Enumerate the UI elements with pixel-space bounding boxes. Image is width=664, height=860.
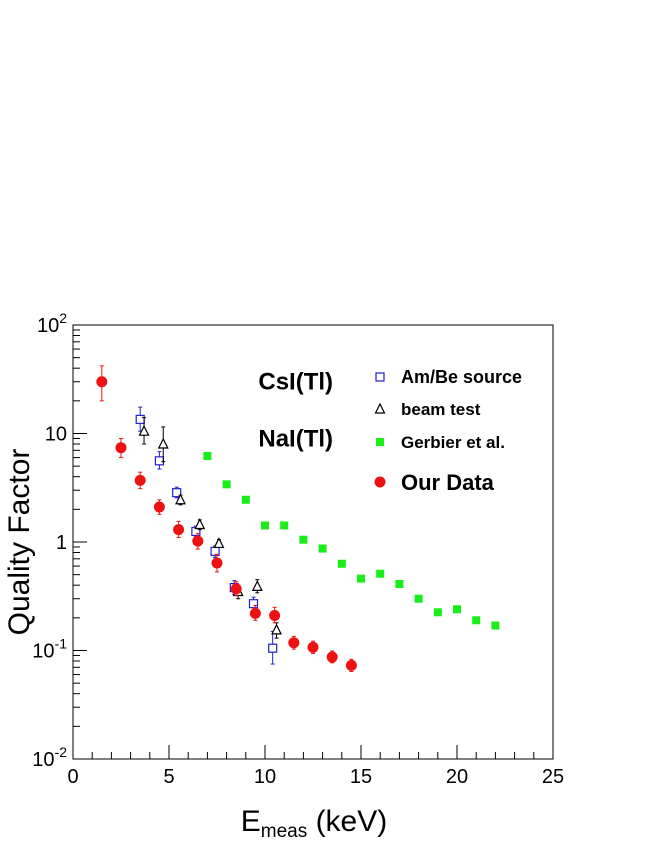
data-markers xyxy=(96,365,500,673)
y-tick-label: 1 xyxy=(56,532,67,554)
our-data-point xyxy=(173,524,185,536)
gerbier-et-al-point xyxy=(414,594,423,603)
am-be-source-point xyxy=(268,643,278,653)
material-annotation: CsI(Tl) xyxy=(258,369,333,396)
our-data-point xyxy=(192,535,204,547)
y-tick-label: 10 xyxy=(45,424,67,446)
our-data-point xyxy=(269,610,281,622)
gerbier-et-al-point xyxy=(491,621,500,630)
y-tick-label: 102 xyxy=(37,310,67,337)
material-annotation: NaI(Tl) xyxy=(258,425,333,452)
gerbier-et-al-point xyxy=(337,559,346,568)
gerbier-et-al-point xyxy=(357,574,365,583)
beam-test-point xyxy=(175,493,186,505)
x-axis-label-subscript: meas xyxy=(261,821,307,842)
am-be-source-point xyxy=(135,414,145,424)
our-data-point xyxy=(249,607,261,619)
beam-test-point xyxy=(138,424,150,436)
am-be-source-point xyxy=(172,488,182,498)
gerbier-et-al-point xyxy=(241,495,250,504)
our-data-point xyxy=(211,557,223,569)
our-data-point xyxy=(345,659,357,671)
x-tick-label: 25 xyxy=(542,766,564,788)
legend-marker-gerbier-et-al xyxy=(376,438,384,446)
our-data-point xyxy=(307,641,319,653)
am-be-source-point xyxy=(248,599,259,609)
am-be-source-point xyxy=(154,456,164,466)
legend-marker-beam-test xyxy=(374,402,386,414)
x-tick-label: 20 xyxy=(446,766,468,788)
beam-test-point xyxy=(271,623,282,635)
our-data-point xyxy=(153,501,165,513)
legend-label-am-be-source: Am/Be source xyxy=(401,367,522,387)
gerbier-et-al-point xyxy=(433,608,442,617)
our-data-point xyxy=(230,583,242,595)
axis-ticks xyxy=(72,324,554,760)
beam-test-point xyxy=(251,580,263,591)
x-axis-label-main: E xyxy=(241,805,261,838)
beam-test-point xyxy=(194,518,206,530)
gerbier-et-al-point xyxy=(376,569,385,578)
gerbier-et-al-point xyxy=(280,521,289,530)
y-tick-label: 10-1 xyxy=(32,636,67,663)
legend-label-beam-test: beam test xyxy=(401,400,481,419)
legend-marker-am-be-source xyxy=(375,372,385,382)
x-tick-label: 10 xyxy=(254,766,276,788)
our-data-point xyxy=(326,651,338,663)
gerbier-et-al-point xyxy=(472,616,481,625)
beam-test-point xyxy=(213,537,225,549)
gerbier-et-al-point xyxy=(203,452,212,461)
legend-label-gerbier-et-al: Gerbier et al. xyxy=(401,433,505,452)
annotations: CsI(Tl) NaI(Tl) xyxy=(258,369,333,453)
y-axis-label: Quality Factor xyxy=(3,449,36,636)
x-tick-label: 0 xyxy=(67,766,78,788)
legend: Am/Be source beam test Gerbier et al. Our D… xyxy=(374,367,522,495)
beam-test-point xyxy=(157,437,169,449)
x-tick-label: 5 xyxy=(163,766,174,788)
gerbier-et-al-point xyxy=(261,521,269,530)
our-data-point xyxy=(134,474,146,486)
legend-label-our-data: Our Data xyxy=(401,470,495,495)
gerbier-et-al-point xyxy=(395,580,404,589)
our-data-point xyxy=(288,637,300,649)
tick-labels: 0 5 10 15 20 25 10-2 10-1 1 10 102 xyxy=(32,310,564,788)
gerbier-et-al-point xyxy=(299,535,308,544)
gerbier-et-al-point xyxy=(453,605,461,614)
x-tick-label: 15 xyxy=(350,766,372,788)
x-axis-label: Emeas (keV) xyxy=(241,805,388,842)
our-data-point xyxy=(96,376,108,388)
y-tick-label: 10-2 xyxy=(32,744,67,771)
our-data-point xyxy=(115,442,127,454)
legend-marker-our-data xyxy=(374,476,386,488)
x-axis-label-unit: (keV) xyxy=(307,805,387,838)
gerbier-et-al-point xyxy=(222,480,231,489)
gerbier-et-al-point xyxy=(318,544,327,553)
